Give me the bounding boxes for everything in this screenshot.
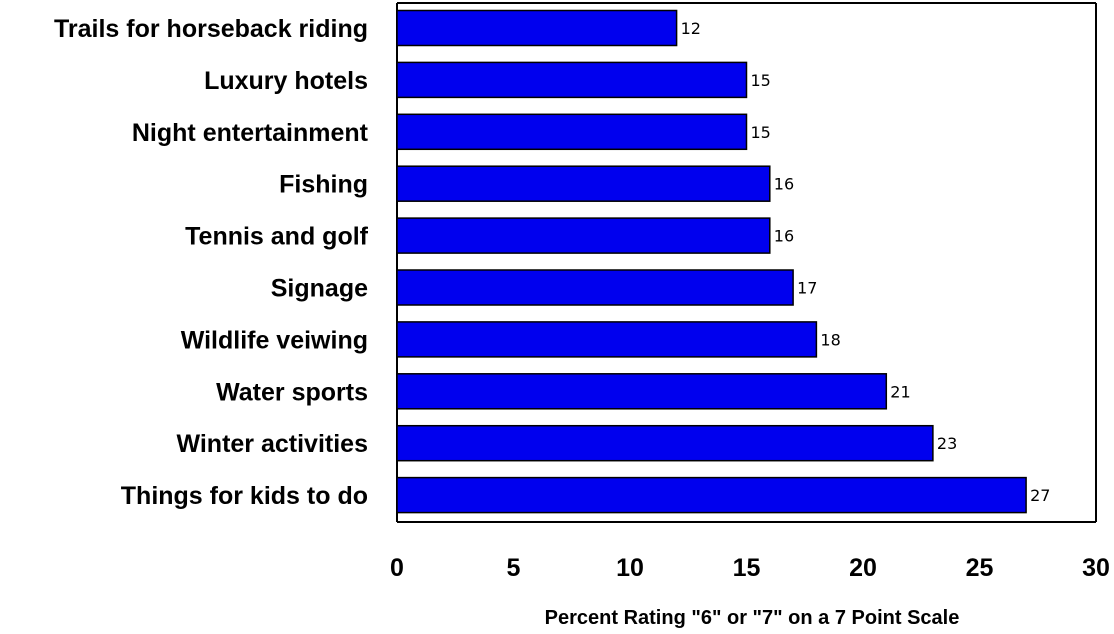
- bar: [396, 61, 748, 99]
- x-axis-ticks: 0 5 10 15 20 25 30: [390, 554, 1110, 582]
- data-label: 21: [890, 382, 910, 401]
- category-label: Things for kids to do: [121, 482, 368, 510]
- category-label: Luxury hotels: [204, 67, 368, 95]
- bar: [396, 373, 888, 410]
- category-label: Signage: [271, 275, 368, 303]
- x-axis-title: Percent Rating "6" or "7" on a 7 Point S…: [545, 607, 960, 629]
- x-tick-label: 10: [616, 554, 644, 582]
- bar: [396, 165, 771, 202]
- bar: [396, 113, 748, 151]
- x-tick-label: 20: [849, 554, 877, 582]
- data-label: 16: [774, 227, 794, 246]
- x-tick-label: 25: [966, 554, 994, 582]
- category-label: Trails for horseback riding: [54, 15, 368, 43]
- x-tick-label: 15: [733, 554, 761, 582]
- category-label: Night entertainment: [132, 119, 369, 147]
- data-labels: 12 15 15 16 16 17 18 21 23 27: [681, 19, 1051, 505]
- category-label: Water sports: [216, 378, 368, 406]
- bar: [396, 9, 678, 47]
- x-tick-label: 5: [507, 554, 521, 582]
- category-label: Winter activities: [176, 430, 368, 458]
- data-label: 27: [1030, 486, 1050, 505]
- bar: [396, 321, 818, 358]
- bar: [396, 269, 794, 306]
- x-tick-label: 30: [1082, 554, 1110, 582]
- bar: [396, 476, 1027, 514]
- bar: [396, 424, 934, 462]
- category-labels: Trails for horseback riding Luxury hotels…: [54, 15, 369, 510]
- bar: [396, 217, 771, 254]
- data-label: 17: [797, 279, 817, 298]
- data-label: 16: [774, 175, 794, 194]
- bars: [396, 9, 1027, 514]
- data-label: 23: [937, 434, 957, 453]
- category-label: Fishing: [279, 171, 368, 199]
- x-tick-label: 0: [390, 554, 404, 582]
- data-label: 15: [751, 123, 771, 142]
- data-label: 15: [751, 71, 771, 90]
- data-label: 12: [681, 19, 701, 38]
- data-label: 18: [820, 330, 840, 349]
- category-label: Wildlife veiwing: [181, 326, 368, 354]
- category-label: Tennis and golf: [185, 223, 369, 251]
